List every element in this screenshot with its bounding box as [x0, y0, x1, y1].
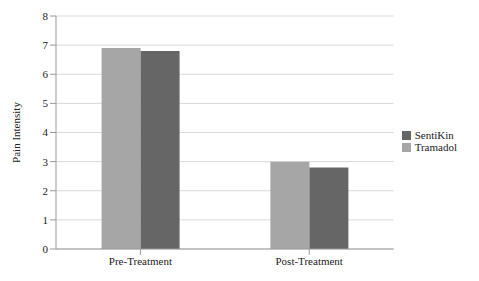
svg-text:4: 4: [43, 126, 49, 138]
svg-text:Post-Treatment: Post-Treatment: [276, 255, 343, 267]
svg-text:1: 1: [43, 214, 49, 226]
svg-text:5: 5: [43, 97, 49, 109]
html-text:SentiKin: SentiKin: [414, 128, 454, 141]
svg-text:8: 8: [43, 10, 49, 22]
svg-text:0: 0: [43, 243, 49, 255]
svg-text:Pre-Treatment: Pre-Treatment: [109, 255, 172, 267]
svg-text:Pain Intensity: Pain Intensity: [10, 102, 22, 163]
svg-text:6: 6: [43, 68, 49, 80]
svg-text:7: 7: [43, 39, 49, 51]
svg-text:3: 3: [43, 156, 49, 168]
html-text:Tramadol: Tramadol: [414, 140, 457, 153]
svg-text:2: 2: [43, 185, 49, 197]
